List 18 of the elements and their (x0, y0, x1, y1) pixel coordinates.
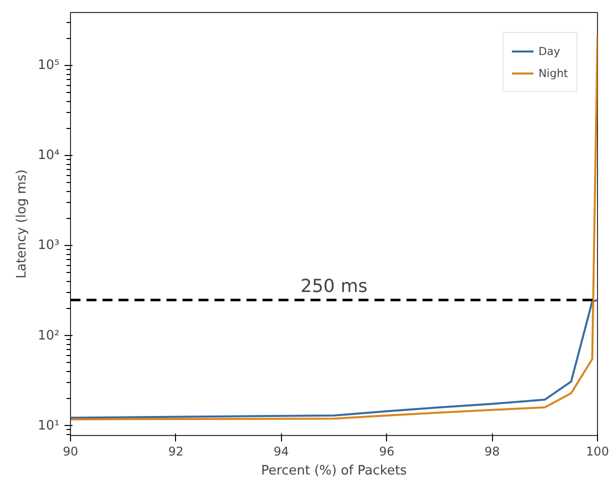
line-series (70, 298, 598, 419)
line-series (70, 34, 598, 420)
y-tick-label: 10⁴ (38, 148, 60, 164)
y-tick-label: 10³ (38, 238, 60, 254)
x-tick-label: 90 (62, 444, 78, 458)
x-tick-label: 94 (274, 444, 289, 458)
x-axis-title: Percent (%) of Packets (261, 464, 408, 478)
legend-label: Night (538, 66, 568, 80)
y-tick-label: 10² (38, 328, 60, 344)
y-tick-label: 10⁵ (38, 58, 60, 74)
x-tick-label: 92 (168, 444, 184, 458)
y-tick-label: 10¹ (38, 418, 60, 434)
y-axis-title: Latency (log ms) (14, 169, 30, 279)
x-tick-label: 100 (586, 444, 609, 458)
x-tick-label: 98 (484, 444, 500, 458)
legend-label: Day (538, 44, 560, 58)
x-tick-label: 96 (379, 444, 394, 458)
ref-line-label: 250 ms (300, 276, 368, 297)
